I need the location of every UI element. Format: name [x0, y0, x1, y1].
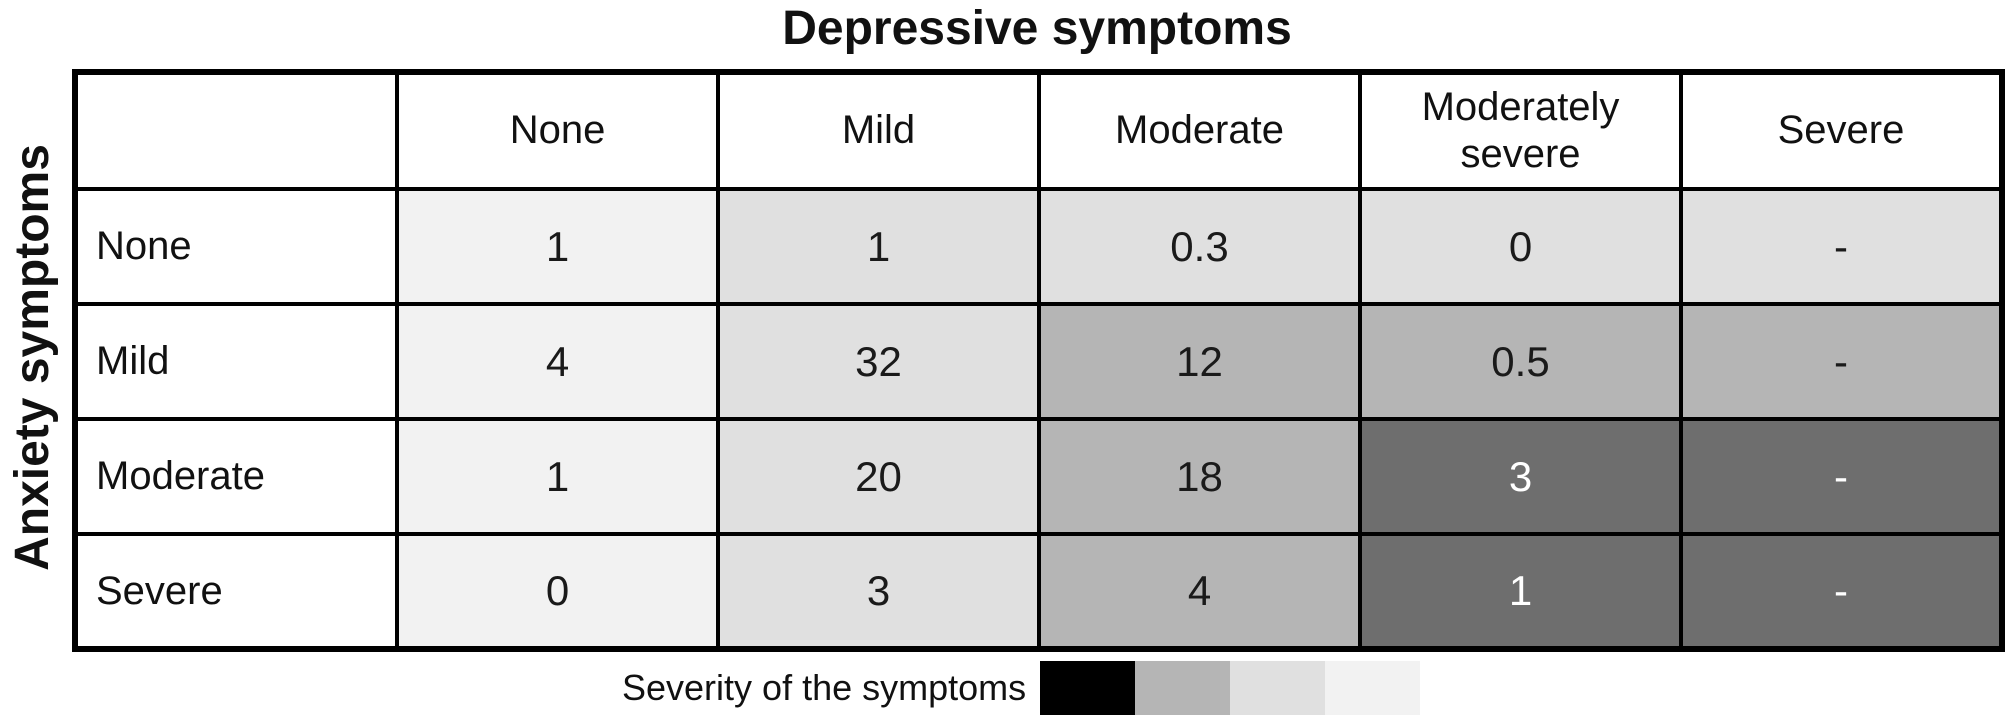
table-row: Mild 4 32 12 0.5 -	[73, 302, 2004, 421]
heatmap-table: None Mild Moderate Moderately severe Sev…	[72, 69, 2005, 652]
cell: 18	[1037, 417, 1362, 536]
row-header-severe: Severe	[73, 532, 399, 651]
cell: 12	[1037, 302, 1362, 421]
legend-label: Severity of the symptoms	[622, 667, 1027, 708]
severity-legend: Severity of the symptoms	[622, 660, 1421, 716]
cell: 1	[395, 417, 720, 536]
cell: 1	[1358, 532, 1683, 651]
column-header-row: None Mild Moderate Moderately severe Sev…	[73, 70, 2004, 191]
column-header-severe: Severe	[1679, 70, 2004, 191]
legend-swatch-light	[1230, 661, 1326, 715]
row-header-moderate: Moderate	[73, 417, 399, 536]
table-row: Severe 0 3 4 1 -	[73, 532, 2004, 651]
column-header-mild: Mild	[716, 70, 1041, 191]
corner-cell	[73, 70, 399, 191]
legend-swatch-darkest	[1040, 661, 1136, 715]
row-axis-label-container: Anxiety symptoms	[0, 69, 64, 645]
table-row: None 1 1 0.3 0 -	[73, 187, 2004, 306]
row-axis-label: Anxiety symptoms	[5, 143, 59, 571]
cell: 1	[395, 187, 720, 306]
legend-swatch-lightest	[1325, 661, 1421, 715]
cell: 3	[1358, 417, 1683, 536]
legend-swatch-dark	[1135, 661, 1231, 715]
chart-title: Depressive symptoms	[782, 2, 1292, 55]
cell: 20	[716, 417, 1041, 536]
cell: 4	[1037, 532, 1362, 651]
cell: 3	[716, 532, 1041, 651]
row-header-none: None	[73, 187, 399, 306]
table-row: Moderate 1 20 18 3 -	[73, 417, 2004, 536]
cell: -	[1679, 187, 2004, 306]
row-header-mild: Mild	[73, 302, 399, 421]
cell: 4	[395, 302, 720, 421]
column-header-none: None	[395, 70, 720, 191]
cell: 1	[716, 187, 1041, 306]
cell: 0.3	[1037, 187, 1362, 306]
cell: -	[1679, 302, 2004, 421]
cell: 0.5	[1358, 302, 1683, 421]
cell: 32	[716, 302, 1041, 421]
cell: -	[1679, 417, 2004, 536]
column-header-moderate: Moderate	[1037, 70, 1362, 191]
column-header-moderately-severe: Moderately severe	[1358, 70, 1683, 191]
cell: 0	[395, 532, 720, 651]
cell: 0	[1358, 187, 1683, 306]
cell: -	[1679, 532, 2004, 651]
